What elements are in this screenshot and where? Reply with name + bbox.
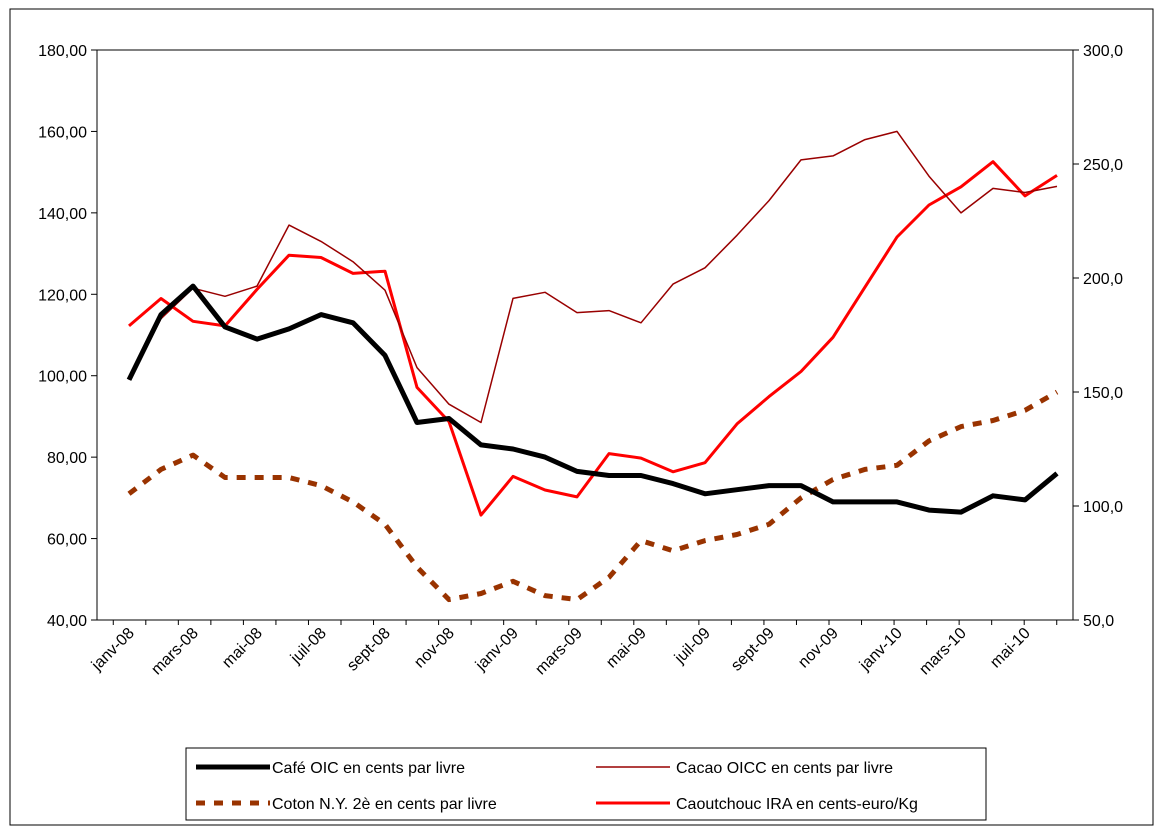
legend-label: Cacao OICC en cents par livre xyxy=(676,760,893,777)
series-line xyxy=(128,130,1058,424)
y-tick-label: 40,00 xyxy=(47,613,87,630)
plot-area xyxy=(96,49,1074,621)
y2-tick-label: 200,0 xyxy=(1083,271,1123,288)
y-tick-label: 180,00 xyxy=(38,43,87,60)
y2-tick-label: 150,0 xyxy=(1083,385,1123,402)
legend-label: Café OIC en cents par livre xyxy=(272,760,465,777)
legend-label: Coton N.Y. 2è en cents par livre xyxy=(272,796,497,813)
y2-tick-label: 250,0 xyxy=(1083,157,1123,174)
y-tick-label: 120,00 xyxy=(38,287,87,304)
legend-label: Caoutchouc IRA en cents-euro/Kg xyxy=(676,796,918,813)
y-tick-label: 60,00 xyxy=(47,532,87,549)
chart-border xyxy=(9,8,1154,826)
y-tick-label: 100,00 xyxy=(38,369,87,386)
legend-box xyxy=(185,747,987,821)
y2-tick-label: 100,0 xyxy=(1083,499,1123,516)
y2-tick-label: 300,0 xyxy=(1083,43,1123,60)
y-tick-label: 140,00 xyxy=(38,206,87,223)
series-line xyxy=(126,283,1059,515)
y-tick-label: 80,00 xyxy=(47,450,87,467)
y2-tick-label: 50,0 xyxy=(1083,613,1114,630)
y-tick-label: 160,00 xyxy=(38,124,87,141)
